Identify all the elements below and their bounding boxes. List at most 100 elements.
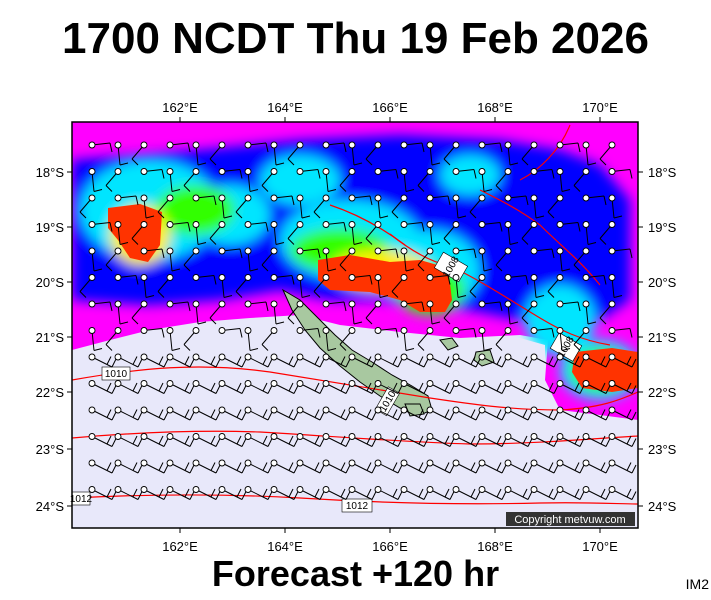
wind-barb xyxy=(377,462,403,474)
wind-station xyxy=(114,353,122,361)
wind-station xyxy=(478,300,486,308)
wind-barb xyxy=(299,382,325,394)
wind-station xyxy=(426,141,434,149)
lat-label-left: 20°S xyxy=(36,275,65,290)
wind-station xyxy=(504,247,512,255)
wind-station xyxy=(322,433,330,440)
wind-station xyxy=(322,194,330,202)
wind-station xyxy=(582,353,590,361)
wind-station xyxy=(426,194,434,202)
wind-station xyxy=(452,247,460,255)
wind-barb xyxy=(273,435,299,447)
isobar-label-1010: 1010 xyxy=(105,369,128,380)
wind-station xyxy=(608,327,616,334)
wind-barb xyxy=(117,462,143,474)
wind-station xyxy=(322,380,330,387)
wind-station xyxy=(192,168,200,175)
wind-station xyxy=(608,247,616,255)
wind-barb xyxy=(585,382,611,394)
wind-barb xyxy=(377,409,403,421)
wind-station xyxy=(478,327,486,334)
wind-station xyxy=(218,141,226,149)
wind-station xyxy=(88,406,96,414)
wind-station xyxy=(582,433,590,440)
wind-station xyxy=(478,221,486,228)
wind-barb xyxy=(403,409,429,421)
wind-station xyxy=(114,380,122,387)
wind-station xyxy=(140,194,148,202)
wind-station xyxy=(88,300,96,308)
wind-barb xyxy=(273,488,299,500)
lon-label-bottom: 170°E xyxy=(582,539,618,554)
isobar-labels: 1008 1008 1010 1010 1012 1012 xyxy=(70,251,583,513)
wind-barb xyxy=(169,409,195,421)
wind-barb xyxy=(143,435,169,447)
wind-barb xyxy=(533,409,559,421)
image-code: IM2 xyxy=(685,576,709,592)
wind-station xyxy=(244,168,252,175)
wind-station xyxy=(400,300,408,308)
wind-station xyxy=(114,406,122,414)
wind-barb xyxy=(559,462,585,474)
wind-station xyxy=(114,221,122,228)
wind-station xyxy=(426,433,434,440)
wind-station xyxy=(556,300,564,308)
wind-station xyxy=(400,486,408,493)
wind-station xyxy=(504,168,512,175)
wind-station xyxy=(140,247,148,255)
wind-station xyxy=(348,486,356,493)
wind-station xyxy=(88,459,96,467)
wind-barb xyxy=(611,488,637,500)
wind-barb xyxy=(299,435,325,447)
wind-station xyxy=(270,459,278,467)
lat-label-right: 23°S xyxy=(648,442,677,457)
wind-station xyxy=(608,406,616,414)
wind-station xyxy=(348,327,356,334)
wind-station xyxy=(556,327,564,334)
wind-station xyxy=(530,194,538,202)
wind-barb xyxy=(273,462,299,474)
wind-station xyxy=(478,486,486,493)
wind-station xyxy=(452,459,460,467)
wind-station xyxy=(322,247,330,255)
wind-station xyxy=(270,168,278,175)
wind-station xyxy=(244,433,252,440)
wind-station xyxy=(244,274,252,281)
wind-station xyxy=(400,141,408,149)
wind-station xyxy=(556,459,564,467)
lat-label-right: 18°S xyxy=(648,165,677,180)
wind-barbs xyxy=(79,141,637,500)
wind-station xyxy=(192,406,200,414)
wind-station xyxy=(322,141,330,149)
wind-station xyxy=(296,194,304,202)
wind-station xyxy=(348,141,356,149)
wind-station xyxy=(218,168,226,175)
wind-station xyxy=(608,194,616,202)
wind-station xyxy=(270,274,278,281)
lon-label-bottom: 162°E xyxy=(162,539,198,554)
wind-station xyxy=(582,459,590,467)
wind-barb xyxy=(585,435,611,447)
wind-station xyxy=(270,380,278,387)
wind-barb xyxy=(559,435,585,447)
wind-barb xyxy=(533,356,559,368)
wind-station xyxy=(218,247,226,255)
wind-station xyxy=(322,406,330,414)
wind-station xyxy=(270,194,278,202)
wind-barb xyxy=(169,435,195,447)
wind-station xyxy=(296,380,304,387)
wind-barb xyxy=(455,382,481,394)
wind-station xyxy=(88,380,96,387)
lat-label-left: 18°S xyxy=(36,165,65,180)
wind-barb xyxy=(403,488,429,500)
wind-station xyxy=(582,327,590,334)
wind-barb xyxy=(117,488,143,500)
wind-station xyxy=(296,168,304,175)
wind-station xyxy=(556,380,564,387)
wind-station xyxy=(114,141,122,149)
wind-station xyxy=(296,406,304,414)
wind-station xyxy=(426,353,434,361)
wind-station xyxy=(504,459,512,467)
wind-station xyxy=(400,380,408,387)
wind-station xyxy=(556,274,564,281)
